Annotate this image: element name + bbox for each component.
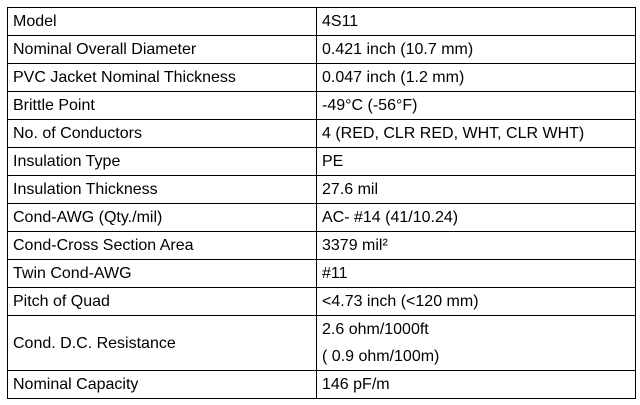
row-label: Insulation Type xyxy=(7,147,317,176)
row-label: Nominal Capacity xyxy=(7,370,317,399)
spec-table: Model 4S11 Nominal Overall Diameter 0.421 i… xyxy=(7,7,636,399)
row-value: 4S11 xyxy=(316,7,636,36)
table-row: Model 4S11 xyxy=(7,7,636,36)
row-value: 2.6 ohm/1000ft ( 0.9 ohm/100m) xyxy=(316,315,636,371)
value-line: 2.6 ohm/1000ft xyxy=(322,321,429,338)
row-value: <4.73 inch (<120 mm) xyxy=(316,287,636,316)
table-row: Nominal Overall Diameter 0.421 inch (10.7… xyxy=(7,35,636,64)
value-line: #11 xyxy=(322,265,348,282)
row-label: PVC Jacket Nominal Thickness xyxy=(7,63,317,92)
table-row: Insulation Thickness 27.6 mil xyxy=(7,175,636,204)
table-row: No. of Conductors 4 (RED, CLR RED, WHT, C… xyxy=(7,119,636,148)
value-line: 3379 mil² xyxy=(322,237,388,254)
table-row: Insulation Type PE xyxy=(7,147,636,176)
row-value: 3379 mil² xyxy=(316,231,636,260)
row-label: Pitch of Quad xyxy=(7,287,317,316)
row-label: Brittle Point xyxy=(7,91,317,120)
row-value: PE xyxy=(316,147,636,176)
row-value: #11 xyxy=(316,259,636,288)
value-line: ( 0.9 ohm/100m) xyxy=(322,348,440,365)
table-row: Nominal Capacity 146 pF/m xyxy=(7,370,636,399)
table-wrapper: Model 4S11 Nominal Overall Diameter 0.421 i… xyxy=(7,7,636,399)
value-line: AC- #14 (41/10.24) xyxy=(322,209,459,226)
row-label: Cond-AWG (Qty./mil) xyxy=(7,203,317,232)
row-label: Twin Cond-AWG xyxy=(7,259,317,288)
value-line: -49°C (-56°F) xyxy=(322,97,418,114)
value-line: 27.6 mil xyxy=(322,181,379,198)
row-value: AC- #14 (41/10.24) xyxy=(316,203,636,232)
row-value: 0.047 inch (1.2 mm) xyxy=(316,63,636,92)
row-label: No. of Conductors xyxy=(7,119,317,148)
value-line: PE xyxy=(322,153,344,170)
table-row: Cond-Cross Section Area 3379 mil² xyxy=(7,231,636,260)
value-line: 0.047 inch (1.2 mm) xyxy=(322,69,465,86)
table-row: Cond-AWG (Qty./mil) AC- #14 (41/10.24) xyxy=(7,203,636,232)
row-label: Model xyxy=(7,7,317,36)
row-value: 4 (RED, CLR RED, WHT, CLR WHT) xyxy=(316,119,636,148)
row-value: 146 pF/m xyxy=(316,370,636,399)
row-value: 27.6 mil xyxy=(316,175,636,204)
table-row: Cond. D.C. Resistance 2.6 ohm/1000ft ( 0.9… xyxy=(7,315,636,371)
table-body: Model 4S11 Nominal Overall Diameter 0.421 i… xyxy=(7,7,636,399)
row-value: -49°C (-56°F) xyxy=(316,91,636,120)
table-row: PVC Jacket Nominal Thickness 0.047 inch (… xyxy=(7,63,636,92)
table-row: Pitch of Quad <4.73 inch (<120 mm) xyxy=(7,287,636,316)
value-line: 0.421 inch (10.7 mm) xyxy=(322,41,474,58)
row-label: Insulation Thickness xyxy=(7,175,317,204)
row-label: Nominal Overall Diameter xyxy=(7,35,317,64)
row-label: Cond-Cross Section Area xyxy=(7,231,317,260)
value-line: 4S11 xyxy=(322,13,359,30)
value-line: <4.73 inch (<120 mm) xyxy=(322,293,479,310)
table-row: Twin Cond-AWG #11 xyxy=(7,259,636,288)
table-row: Brittle Point -49°C (-56°F) xyxy=(7,91,636,120)
value-line: 146 pF/m xyxy=(322,376,390,393)
row-label: Cond. D.C. Resistance xyxy=(7,315,317,371)
value-line: 4 (RED, CLR RED, WHT, CLR WHT) xyxy=(322,125,585,142)
row-value: 0.421 inch (10.7 mm) xyxy=(316,35,636,64)
